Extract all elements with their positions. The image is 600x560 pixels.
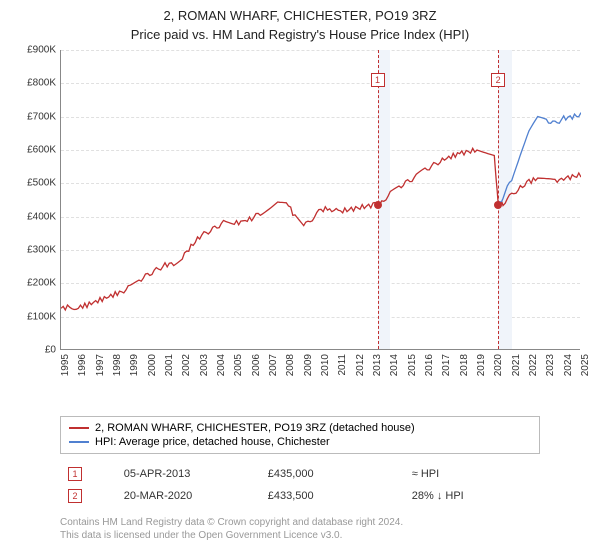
x-tick-label: 2006 xyxy=(251,354,262,376)
chart-container: 2, ROMAN WHARF, CHICHESTER, PO19 3RZ Pri… xyxy=(0,0,600,550)
line-svg xyxy=(61,50,581,350)
sale-delta: ≈ HPI xyxy=(406,464,538,484)
sale-dot xyxy=(374,201,382,209)
sales-table: 1 05-APR-2013£435,000≈ HPI 2 20-MAR-2020£43… xyxy=(60,462,540,508)
chart-title: 2, ROMAN WHARF, CHICHESTER, PO19 3RZ xyxy=(10,8,590,25)
y-tick-label: £200K xyxy=(27,278,56,289)
sale-marker-label: 2 xyxy=(68,489,82,503)
x-tick-label: 2019 xyxy=(476,354,487,376)
x-tick-label: 1999 xyxy=(129,354,140,376)
x-tick-label: 2002 xyxy=(181,354,192,376)
sale-marker-label: 1 xyxy=(371,73,385,87)
y-tick-label: £800K xyxy=(27,78,56,89)
x-tick-label: 2025 xyxy=(580,354,591,376)
x-tick-label: 2004 xyxy=(216,354,227,376)
sale-delta: 28% ↓ HPI xyxy=(406,486,538,506)
x-tick-label: 2012 xyxy=(355,354,366,376)
y-tick-label: £700K xyxy=(27,111,56,122)
x-tick-label: 2005 xyxy=(233,354,244,376)
x-tick-label: 2013 xyxy=(372,354,383,376)
x-tick-label: 2009 xyxy=(303,354,314,376)
y-axis: £0£100K£200K£300K£400K£500K£600K£700K£80… xyxy=(20,50,60,350)
x-tick-label: 2007 xyxy=(268,354,279,376)
x-tick-label: 2024 xyxy=(563,354,574,376)
x-tick-label: 2014 xyxy=(389,354,400,376)
x-tick-label: 2008 xyxy=(285,354,296,376)
footnote: Contains HM Land Registry data © Crown c… xyxy=(60,516,590,542)
legend-label: 2, ROMAN WHARF, CHICHESTER, PO19 3RZ (de… xyxy=(95,422,415,434)
sale-dot xyxy=(494,201,502,209)
x-tick-label: 2023 xyxy=(545,354,556,376)
chart-subtitle: Price paid vs. HM Land Registry's House … xyxy=(10,27,590,42)
sale-marker-label: 2 xyxy=(491,73,505,87)
sale-date: 20-MAR-2020 xyxy=(118,486,260,506)
y-tick-label: £400K xyxy=(27,211,56,222)
x-tick-label: 1996 xyxy=(77,354,88,376)
legend-row: HPI: Average price, detached house, Chic… xyxy=(69,435,531,449)
footnote-line-2: This data is licensed under the Open Gov… xyxy=(60,529,590,542)
x-tick-label: 2016 xyxy=(424,354,435,376)
footnote-line-1: Contains HM Land Registry data © Crown c… xyxy=(60,516,590,529)
y-tick-label: £100K xyxy=(27,311,56,322)
x-tick-label: 2021 xyxy=(511,354,522,376)
chart-area: £0 £100K £200K £300K £400K £500K £600K £700K £80… xyxy=(20,50,580,380)
x-tick-label: 2001 xyxy=(164,354,175,376)
table-row: 2 20-MAR-2020£433,50028% ↓ HPI xyxy=(62,486,538,506)
x-tick-label: 2010 xyxy=(320,354,331,376)
x-tick-label: 2015 xyxy=(407,354,418,376)
y-tick-label: £500K xyxy=(27,178,56,189)
x-tick-label: 2020 xyxy=(493,354,504,376)
legend: 2, ROMAN WHARF, CHICHESTER, PO19 3RZ (de… xyxy=(60,416,540,454)
x-tick-label: 2018 xyxy=(459,354,470,376)
y-tick-label: £900K xyxy=(27,44,56,55)
x-tick-label: 2011 xyxy=(337,354,348,376)
sale-price: £435,000 xyxy=(262,464,404,484)
y-tick-label: £300K xyxy=(27,244,56,255)
plot-area: 12 xyxy=(60,50,580,350)
sale-price: £433,500 xyxy=(262,486,404,506)
sale-marker-label: 1 xyxy=(68,467,82,481)
series-property xyxy=(61,148,581,310)
y-tick-label: £600K xyxy=(27,144,56,155)
x-tick-label: 2017 xyxy=(441,354,452,376)
sale-date: 05-APR-2013 xyxy=(118,464,260,484)
sale-vline xyxy=(498,50,499,349)
sale-vline xyxy=(378,50,379,349)
table-row: 1 05-APR-2013£435,000≈ HPI xyxy=(62,464,538,484)
legend-row: 2, ROMAN WHARF, CHICHESTER, PO19 3RZ (de… xyxy=(69,421,531,435)
x-tick-label: 1995 xyxy=(60,354,71,376)
series-hpi xyxy=(498,112,581,205)
legend-swatch xyxy=(69,441,89,443)
y-tick-label: £0 xyxy=(45,344,56,355)
legend-label: HPI: Average price, detached house, Chic… xyxy=(95,436,330,448)
x-tick-label: 2003 xyxy=(199,354,210,376)
legend-swatch xyxy=(69,427,89,429)
x-axis: 1995 1996 1997 1998 1999 2000 2001 2002 2003 2004… xyxy=(60,350,580,380)
x-tick-label: 1997 xyxy=(95,354,106,376)
x-tick-label: 2000 xyxy=(147,354,158,376)
x-tick-label: 1998 xyxy=(112,354,123,376)
x-tick-label: 2022 xyxy=(528,354,539,376)
